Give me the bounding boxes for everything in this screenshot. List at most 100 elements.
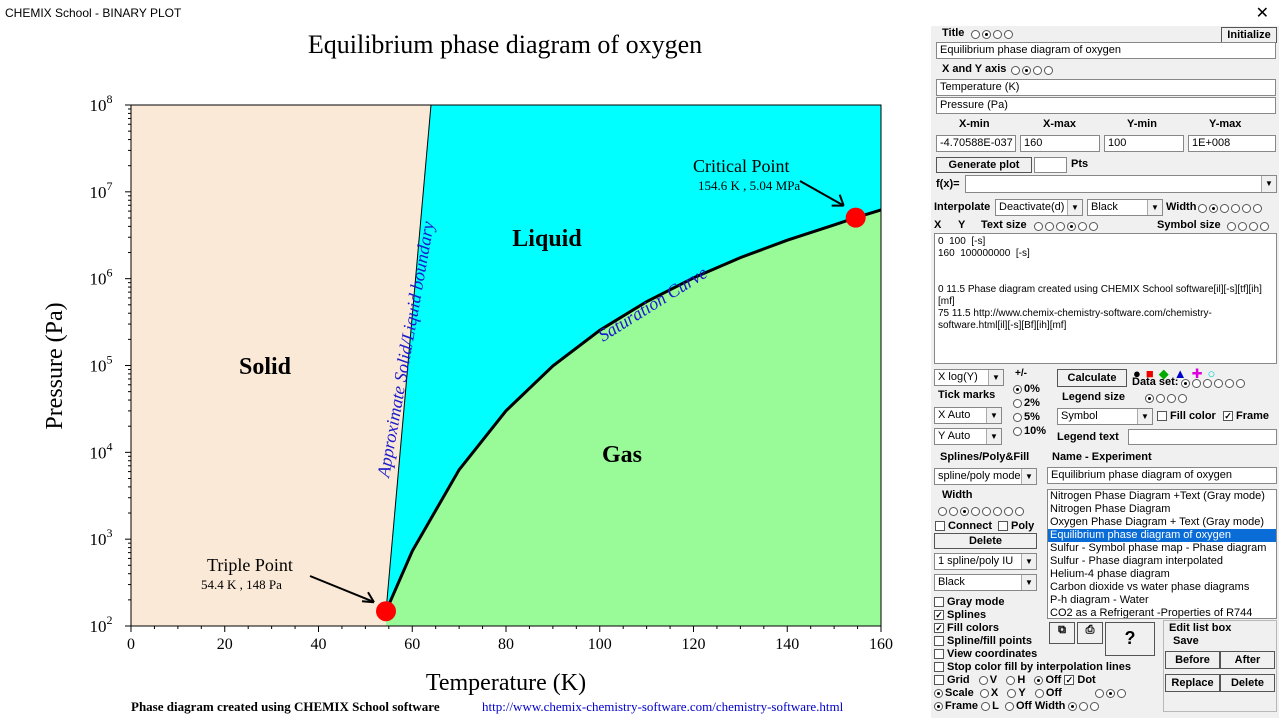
width-radios[interactable] <box>1198 202 1264 214</box>
percent-option[interactable]: 2% <box>1013 396 1046 410</box>
fill-colors-checkbox[interactable]: ✓ Fill colors <box>934 622 999 634</box>
delete-spline-button[interactable]: Delete <box>934 533 1037 549</box>
replace-button[interactable]: Replace <box>1165 674 1220 692</box>
color-select[interactable]: Black ▼ <box>1087 199 1163 216</box>
splines-checkbox[interactable]: ✓ Splines <box>934 609 987 621</box>
spline-color-select[interactable]: Black ▼ <box>934 574 1037 591</box>
y-tick-select[interactable]: Y Auto ▼ <box>934 428 1002 445</box>
ymin-input[interactable]: 100 <box>1104 135 1184 152</box>
data-point <box>845 207 866 228</box>
triple-point-arrow <box>309 575 373 603</box>
experiment-list-item[interactable]: Carbon dioxide vs water phase diagrams <box>1050 581 1250 593</box>
y-axis-input[interactable]: Pressure (Pa) <box>936 97 1276 114</box>
interpolate-select[interactable]: Deactivate(d) ▼ <box>995 199 1083 216</box>
width-label-2: Width <box>942 489 973 501</box>
y-tick-label: 106 <box>90 266 113 289</box>
name-experiment-label: Name - Experiment <box>1052 451 1152 463</box>
percent-option[interactable]: 10% <box>1013 424 1046 438</box>
data-point <box>376 601 396 622</box>
pts-label: Pts <box>1071 158 1089 170</box>
ymax-input[interactable]: 1E+008 <box>1188 135 1276 152</box>
percent-option[interactable]: 5% <box>1013 410 1046 424</box>
y-tick-label: 102 <box>90 613 113 636</box>
experiment-list-item[interactable]: Nitrogen Phase Diagram +Text (Gray mode) <box>1050 490 1265 502</box>
triple-point-arrowhead <box>361 591 375 604</box>
legend-size-radios[interactable] <box>1145 392 1189 404</box>
after-button[interactable]: After <box>1220 651 1275 669</box>
delete-entry-button[interactable]: Delete <box>1220 674 1275 692</box>
fill-color-checkbox[interactable]: Fill color <box>1157 410 1216 422</box>
experiment-list-item[interactable]: P-h diagram - Water <box>1050 594 1149 606</box>
spline-width-radios[interactable] <box>938 505 1026 517</box>
calculate-button[interactable]: Calculate <box>1057 369 1127 387</box>
before-button[interactable]: Before <box>1165 651 1220 669</box>
poly-checkbox[interactable]: Poly <box>998 520 1034 532</box>
ymax-label: Y-max <box>1209 118 1242 130</box>
xmin-label: X-min <box>959 118 990 130</box>
critical-point-arrow <box>799 180 845 207</box>
experiment-list[interactable]: Nitrogen Phase Diagram +Text (Gray mode)… <box>1047 489 1277 619</box>
initialize-button[interactable]: Initialize <box>1221 27 1277 43</box>
view-coordinates-checkbox[interactable]: View coordinates <box>934 648 1131 661</box>
text-size-radios[interactable] <box>1034 220 1100 232</box>
y-tick-label: 107 <box>90 179 113 202</box>
y-tick-label: 104 <box>90 439 113 462</box>
spline-value: 1 spline/poly IU <box>938 555 1014 567</box>
spline-color-value: Black <box>938 576 965 588</box>
gray-mode-checkbox[interactable]: Gray mode <box>934 596 1131 609</box>
x-axis-label: Temperature (K) <box>426 670 586 696</box>
x-axis-input[interactable]: Temperature (K) <box>936 79 1276 96</box>
close-icon[interactable]: ✕ <box>1255 5 1269 22</box>
fx-select[interactable]: ▼ <box>965 175 1277 193</box>
x-tick-select[interactable]: X Auto ▼ <box>934 407 1002 424</box>
help-button[interactable]: ? <box>1105 622 1155 656</box>
percent-option[interactable]: 0% <box>1013 382 1046 396</box>
percent-radios[interactable]: 0% 2% 5% 10% <box>1013 382 1046 438</box>
connect-checkbox[interactable]: Connect <box>935 520 992 532</box>
fx-label: f(x)= <box>936 178 960 190</box>
data-textarea[interactable]: 0 100 [-s] 160 100000000 [-s] 0 11.5 Phas… <box>934 233 1277 364</box>
spline-select[interactable]: 1 spline/poly IU ▼ <box>934 553 1037 570</box>
solid-region <box>131 105 431 626</box>
print-icon[interactable]: ⎙ <box>1077 622 1103 644</box>
generate-plot-button[interactable]: Generate plot <box>936 157 1032 173</box>
xy-axis-radios[interactable] <box>1011 64 1055 76</box>
stop-color-fill-checkbox[interactable]: Stop color fill by interpolation lines <box>934 661 1131 674</box>
grid-scale-options[interactable]: Grid V H Off ✓ Dot Scale X Y Off Frame L … <box>934 674 1128 713</box>
experiment-list-item[interactable]: Equilibrium phase diagram of oxygen <box>1048 529 1276 542</box>
experiment-list-item[interactable]: Sulfur - Symbol phase map - Phase diagra… <box>1050 542 1267 554</box>
x-tick-label: 120 <box>682 636 706 653</box>
x-tick-label: 0 <box>127 636 135 653</box>
experiment-list-item[interactable]: CO2 as a Refrigerant -Properties of R744 <box>1050 607 1253 619</box>
y-tick-label: 105 <box>90 353 113 376</box>
y-tick-value: Y Auto <box>938 430 971 442</box>
experiment-list-item[interactable]: Helium-4 phase diagram <box>1050 568 1170 580</box>
plusminus-label: +/- <box>1015 368 1027 379</box>
triple-point-label: Triple Point <box>207 555 293 575</box>
experiment-list-item[interactable]: Sulfur - Phase diagram interpolated <box>1050 555 1224 567</box>
xmax-input[interactable]: 160 <box>1020 135 1100 152</box>
critical-point-label: Critical Point <box>693 156 790 176</box>
data-line: 0 100 [-s] <box>938 236 986 247</box>
spline-mode-select[interactable]: spline/poly mode ▼ <box>934 468 1037 485</box>
scale-select[interactable]: X log(Y) ▼ <box>934 369 1004 386</box>
triple-point-value: 54.4 K , 148 Pa <box>201 577 282 592</box>
experiment-list-item[interactable]: Oxygen Phase Diagram + Text (Gray mode) <box>1050 516 1265 528</box>
spline-fill-points-checkbox[interactable]: Spline/fill points <box>934 635 1131 648</box>
legend-text-input[interactable] <box>1128 429 1277 445</box>
name-input[interactable]: Equilibrium phase diagram of oxygen <box>1047 467 1277 484</box>
xmin-input[interactable]: -4.70588E-037 <box>936 135 1016 152</box>
symbol-size-radios[interactable] <box>1227 220 1271 232</box>
copy-icon[interactable]: ⧉ <box>1049 622 1075 644</box>
dataset-label: Data set: <box>1132 376 1179 388</box>
title-radios[interactable] <box>971 28 1015 40</box>
dataset-radios[interactable] <box>1181 377 1247 389</box>
experiment-list-item[interactable]: Nitrogen Phase Diagram <box>1050 503 1171 515</box>
symbol-select[interactable]: Symbol ▼ <box>1057 408 1153 425</box>
title-input[interactable]: Equilibrium phase diagram of oxygen <box>936 42 1276 59</box>
frame-checkbox[interactable]: ✓ Frame <box>1223 410 1270 422</box>
xy-axis-label: X and Y axis <box>942 63 1007 75</box>
pts-input[interactable] <box>1034 157 1067 173</box>
gas-region-label: Gas <box>602 442 642 468</box>
plot-title: Equilibrium phase diagram of oxygen <box>308 30 702 59</box>
